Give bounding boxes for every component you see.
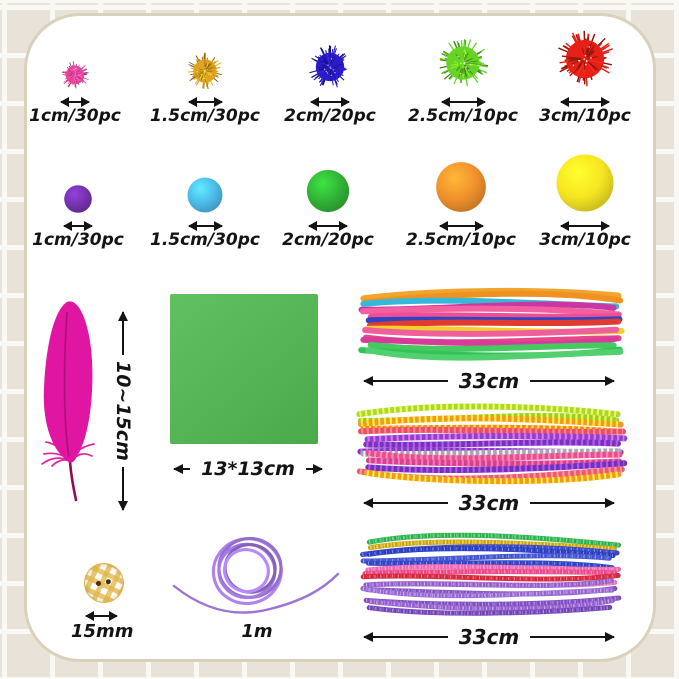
pompom-item: 1cm/30pc bbox=[18, 150, 138, 250]
arrow-right-icon bbox=[530, 497, 615, 508]
pompom-size-label: 1cm/30pc bbox=[29, 106, 121, 126]
pompom-item: 1.5cm/30pc bbox=[145, 26, 265, 126]
arrow-right-icon bbox=[530, 631, 615, 642]
arrow-right-icon bbox=[530, 375, 615, 386]
glitter-pompom bbox=[307, 26, 353, 90]
pompom-size-label: 2.5cm/10pc bbox=[405, 230, 517, 250]
glitter-pompom bbox=[186, 26, 224, 90]
pompom-size-arrow bbox=[438, 220, 484, 231]
arrow-right-icon bbox=[305, 463, 324, 474]
bundle-length-label: 33cm bbox=[458, 369, 520, 393]
pompom-item: 1.5cm/30pc bbox=[145, 150, 265, 250]
pompom-size-arrow bbox=[440, 96, 486, 107]
pompom bbox=[554, 150, 616, 214]
pompom bbox=[434, 150, 488, 214]
feather bbox=[34, 294, 108, 510]
button-size-arrow bbox=[85, 610, 118, 621]
pompom-item: 2.5cm/10pc bbox=[401, 150, 521, 250]
pompom-size-label: 2.5cm/10pc bbox=[407, 106, 519, 126]
pipe-cleaner-bundle-striped bbox=[356, 400, 628, 496]
pompom-size-arrow bbox=[187, 96, 223, 107]
button-hole-icon bbox=[95, 580, 102, 587]
craft-paper-square bbox=[170, 294, 318, 444]
bundle-glitter-length-measure: 33cm bbox=[363, 625, 615, 649]
arrow-left-icon bbox=[363, 497, 448, 508]
pipe-cleaner-bundle-glitter bbox=[358, 526, 622, 626]
arrow-left-icon bbox=[363, 631, 448, 642]
bundle-length-label: 33cm bbox=[458, 491, 520, 515]
paper-size-measure: 13*13cm bbox=[172, 458, 324, 480]
pompom-size-arrow bbox=[60, 96, 90, 107]
bundle-length-label: 33cm bbox=[458, 625, 520, 649]
pompom-size-arrow bbox=[308, 220, 348, 231]
feather-length-measure: 10~15cm bbox=[108, 310, 138, 512]
pompom-size-label: 2cm/20pc bbox=[284, 106, 376, 126]
pompom-size-arrow bbox=[560, 220, 610, 231]
cord-coil bbox=[170, 524, 342, 628]
pompom bbox=[63, 150, 93, 214]
arrow-left-icon bbox=[363, 375, 448, 386]
cord-length-label: 1m bbox=[241, 621, 273, 642]
pompom-size-arrow bbox=[63, 220, 93, 231]
paper-size-label: 13*13cm bbox=[201, 458, 295, 480]
arrow-left-icon bbox=[172, 463, 191, 474]
pompom-size-label: 1.5cm/30pc bbox=[149, 106, 261, 126]
pompom-item: 2cm/20pc bbox=[268, 150, 388, 250]
pompom-item: 3cm/10pc bbox=[525, 150, 645, 250]
pompom-size-arrow bbox=[187, 220, 223, 231]
glitter-pompom bbox=[554, 26, 616, 90]
pompom-item: 3cm/10pc bbox=[525, 26, 645, 126]
bundle-plain-length-measure: 33cm bbox=[363, 369, 615, 393]
feather-length-label: 10~15cm bbox=[112, 361, 134, 461]
pompom-size-label: 3cm/10pc bbox=[539, 106, 631, 126]
pompom-item: 2.5cm/10pc bbox=[403, 26, 523, 126]
pompom-size-label: 1.5cm/30pc bbox=[149, 230, 261, 250]
glitter-pompom bbox=[60, 26, 90, 90]
pompom-item: 1cm/30pc bbox=[15, 26, 135, 126]
pompom-size-label: 3cm/10pc bbox=[539, 230, 631, 250]
pompom-size-label: 1cm/30pc bbox=[32, 230, 124, 250]
arrow-down-icon bbox=[117, 466, 128, 512]
pompom-size-arrow bbox=[560, 96, 610, 107]
pipe-cleaner-bundle-plain bbox=[358, 282, 626, 372]
pompom bbox=[186, 150, 224, 214]
pompom-item: 2cm/20pc bbox=[270, 26, 390, 126]
button-size-label: 15mm bbox=[71, 621, 134, 642]
pompom-size-arrow bbox=[310, 96, 350, 107]
button-hole-icon bbox=[105, 578, 112, 585]
bundle-striped-length-measure: 33cm bbox=[363, 491, 615, 515]
glitter-pompom bbox=[436, 26, 490, 90]
pompom bbox=[305, 150, 351, 214]
arrow-up-icon bbox=[117, 310, 128, 356]
pompom-size-label: 2cm/20pc bbox=[282, 230, 374, 250]
